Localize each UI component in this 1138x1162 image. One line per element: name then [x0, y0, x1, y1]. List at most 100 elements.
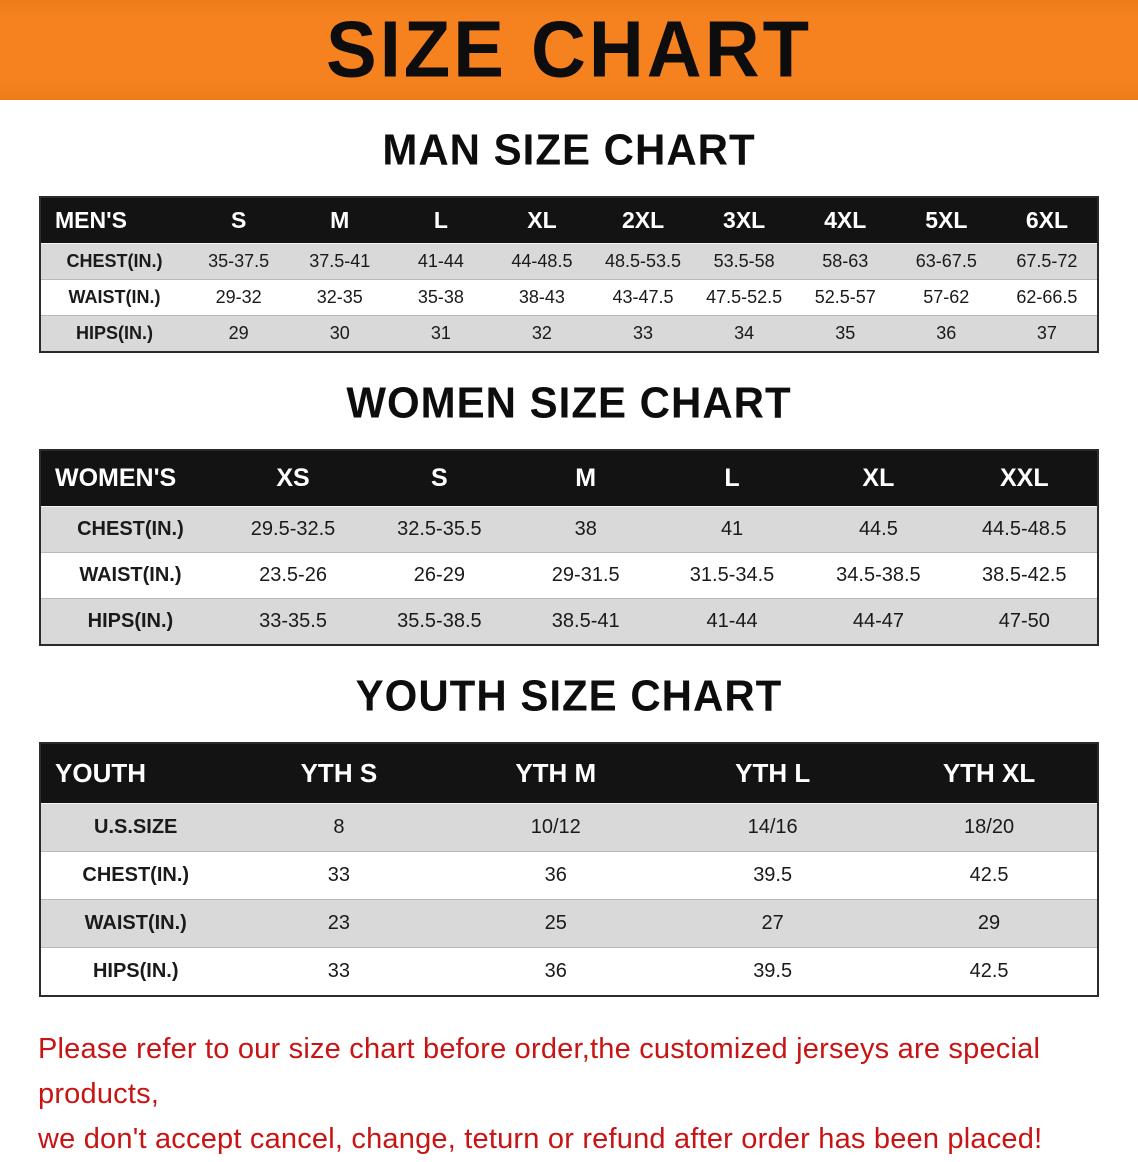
row-label-header: YOUTH [40, 743, 231, 804]
size-value: 8 [230, 803, 448, 852]
size-value: 47-50 [951, 598, 1098, 646]
size-value: 23.5-26 [219, 552, 367, 599]
size-value: 35.5-38.5 [366, 598, 513, 646]
table-row: WAIST(IN.) 23 25 27 29 [40, 899, 1098, 948]
table-row: HIPS(IN.) 29 30 31 32 33 34 35 36 37 [40, 315, 1098, 353]
size-column-header: XXL [951, 450, 1098, 507]
youth-size-table: YOUTH YTH S YTH M YTH L YTH XL U.S.SIZE 8 10/12… [39, 742, 1099, 997]
youth-section-heading: YOUTH SIZE CHART [355, 671, 783, 720]
size-value: 58-63 [794, 243, 896, 280]
size-value: 39.5 [664, 947, 882, 997]
size-value: 63-67.5 [895, 243, 997, 280]
size-value: 33 [230, 851, 448, 900]
size-column-header: S [366, 450, 513, 507]
size-value: 38-43 [491, 279, 593, 316]
size-value: 43-47.5 [592, 279, 694, 316]
size-value: 39.5 [664, 851, 882, 900]
size-value: 34.5-38.5 [805, 552, 952, 599]
size-value: 35-38 [390, 279, 492, 316]
size-value: 44-48.5 [491, 243, 593, 280]
section-men: MAN SIZE CHART MEN'S S M L XL 2XL 3XL 4XL 5XL 6XL… [0, 125, 1138, 353]
page-title: SIZE CHART [326, 4, 812, 95]
size-column-header: 6XL [996, 197, 1098, 244]
row-label: HIPS(IN.) [40, 598, 220, 646]
table-row: CHEST(IN.) 29.5-32.5 32.5-35.5 38 41 44.5 44.5… [40, 506, 1098, 553]
size-column-header: YTH S [230, 743, 448, 804]
size-value: 37.5-41 [289, 243, 391, 280]
table-row: HIPS(IN.) 33-35.5 35.5-38.5 38.5-41 41-44 44-… [40, 598, 1098, 646]
size-value: 52.5-57 [794, 279, 896, 316]
size-value: 62-66.5 [996, 279, 1098, 316]
size-value: 36 [895, 315, 997, 353]
size-value: 23 [230, 899, 448, 948]
size-value: 38 [512, 506, 659, 553]
size-column-header: XL [805, 450, 952, 507]
row-label: CHEST(IN.) [40, 243, 189, 280]
size-column-header: YTH M [447, 743, 665, 804]
men-size-table: MEN'S S M L XL 2XL 3XL 4XL 5XL 6XL CHEST(IN.) 35-37… [39, 196, 1099, 353]
row-label: HIPS(IN.) [40, 947, 231, 997]
size-column-header: M [289, 197, 391, 244]
size-value: 31.5-34.5 [658, 552, 806, 599]
size-column-header: L [658, 450, 806, 507]
size-value: 38.5-42.5 [951, 552, 1098, 599]
size-value: 48.5-53.5 [592, 243, 694, 280]
row-label: HIPS(IN.) [40, 315, 189, 353]
size-value: 32.5-35.5 [366, 506, 513, 553]
disclaimer-line-1: Please refer to our size chart before or… [38, 1033, 1041, 1110]
size-value: 37 [996, 315, 1098, 353]
size-value: 10/12 [447, 803, 665, 852]
row-label-header: MEN'S [40, 197, 189, 244]
size-column-header: L [390, 197, 492, 244]
size-value: 36 [447, 947, 665, 997]
size-column-header: XL [491, 197, 593, 244]
size-column-header: M [512, 450, 659, 507]
table-row: WAIST(IN.) 29-32 32-35 35-38 38-43 43-47.5 47.… [40, 279, 1098, 316]
size-value: 29 [188, 315, 290, 353]
size-column-header: 2XL [592, 197, 694, 244]
size-value: 26-29 [366, 552, 513, 599]
size-value: 42.5 [881, 851, 1098, 900]
table-header-row: MEN'S S M L XL 2XL 3XL 4XL 5XL 6XL [40, 197, 1098, 244]
size-value: 41-44 [390, 243, 492, 280]
table-row: CHEST(IN.) 35-37.5 37.5-41 41-44 44-48.5 48.5… [40, 243, 1098, 280]
size-value: 29-32 [188, 279, 290, 316]
size-column-header: 3XL [693, 197, 795, 244]
size-value: 41 [658, 506, 806, 553]
size-value: 42.5 [881, 947, 1098, 997]
women-size-table: WOMEN'S XS S M L XL XXL CHEST(IN.) 29.5-32.5 32.5… [39, 449, 1099, 646]
size-value: 47.5-52.5 [693, 279, 795, 316]
size-value: 33 [592, 315, 694, 353]
size-value: 32-35 [289, 279, 391, 316]
size-value: 29-31.5 [512, 552, 659, 599]
size-value: 44-47 [805, 598, 952, 646]
row-label: CHEST(IN.) [40, 506, 220, 553]
row-label: WAIST(IN.) [40, 279, 189, 316]
women-section-heading: WOMEN SIZE CHART [346, 378, 792, 427]
size-value: 25 [447, 899, 665, 948]
size-value: 44.5-48.5 [951, 506, 1098, 553]
size-value: 27 [664, 899, 882, 948]
table-header-row: WOMEN'S XS S M L XL XXL [40, 450, 1098, 507]
size-value: 53.5-58 [693, 243, 795, 280]
row-label-header: WOMEN'S [40, 450, 220, 507]
table-row: HIPS(IN.) 33 36 39.5 42.5 [40, 947, 1098, 997]
size-value: 34 [693, 315, 795, 353]
size-value: 38.5-41 [512, 598, 659, 646]
size-value: 33-35.5 [219, 598, 367, 646]
size-value: 14/16 [664, 803, 882, 852]
size-value: 30 [289, 315, 391, 353]
size-column-header: S [188, 197, 290, 244]
row-label: WAIST(IN.) [40, 899, 231, 948]
row-label: WAIST(IN.) [40, 552, 220, 599]
row-label: U.S.SIZE [40, 803, 231, 852]
table-row: U.S.SIZE 8 10/12 14/16 18/20 [40, 803, 1098, 852]
size-column-header: 5XL [895, 197, 997, 244]
size-value: 35 [794, 315, 896, 353]
men-section-heading: MAN SIZE CHART [382, 125, 756, 174]
size-value: 32 [491, 315, 593, 353]
size-column-header: YTH L [664, 743, 882, 804]
section-women: WOMEN SIZE CHART WOMEN'S XS S M L XL XXL CHEST(… [0, 378, 1138, 646]
size-value: 57-62 [895, 279, 997, 316]
